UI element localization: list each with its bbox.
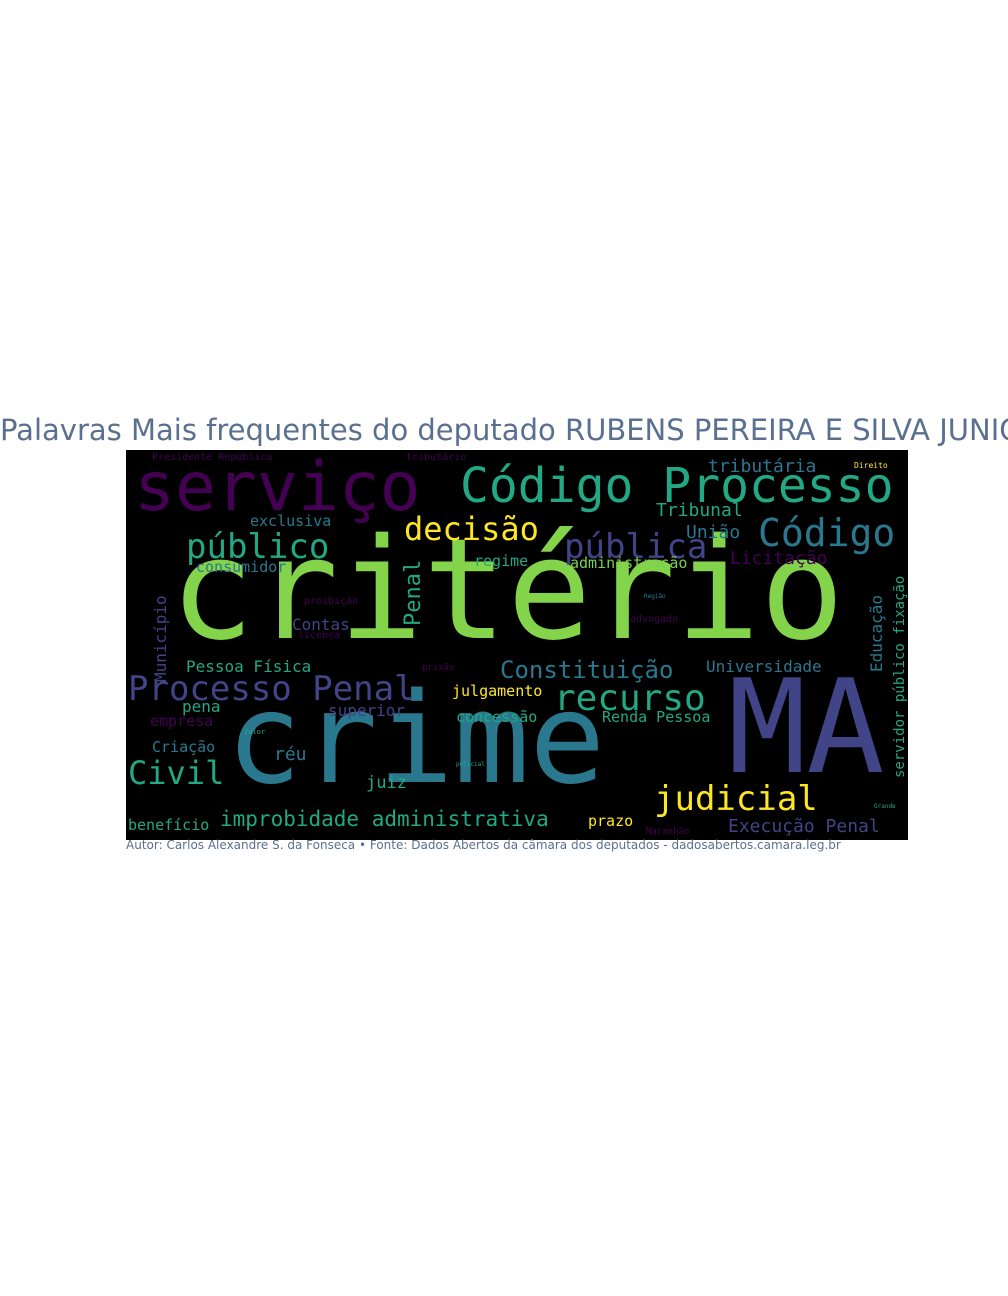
cloud-word: MA <box>728 651 885 803</box>
cloud-word: recurso <box>554 678 706 719</box>
cloud-word: Código Processo <box>460 458 893 514</box>
cloud-word: crime <box>226 665 605 812</box>
cloud-word: Execução Penal <box>728 816 880 837</box>
cloud-word: critério <box>170 509 844 672</box>
cloud-word: prazo <box>588 812 633 830</box>
cloud-word: Penal <box>401 560 426 626</box>
cloud-word: Licitação <box>730 548 828 569</box>
cloud-word: benefício <box>128 816 209 834</box>
cloud-word: Valor <box>244 728 265 736</box>
cloud-word: administração <box>570 554 687 572</box>
cloud-word: Processo Penal <box>128 669 415 709</box>
cloud-word: Maranhão <box>646 827 689 837</box>
word-cloud: critério crime MA serviço Código Processo Pro… <box>126 450 908 840</box>
cloud-word: Município <box>151 595 170 682</box>
cloud-word: tributária <box>708 456 816 477</box>
cloud-word: regime <box>474 552 528 570</box>
cloud-word: juiz <box>366 773 407 793</box>
cloud-word: judicial <box>654 779 818 819</box>
cloud-word: julgamento <box>452 682 542 700</box>
cloud-word: Tribunal <box>656 500 743 521</box>
cloud-word: concessão <box>456 708 537 726</box>
source-caption: Autor: Carlos Alexandre S. da Fonseca • … <box>126 838 841 852</box>
cloud-word: Grande <box>874 803 896 810</box>
cloud-word: Renda Pessoa <box>602 708 710 726</box>
cloud-word: Direito <box>854 461 888 470</box>
cloud-word: Civil <box>128 754 224 792</box>
cloud-word: Região <box>644 593 666 600</box>
cloud-word: serviço <box>134 450 421 527</box>
cloud-word: licença <box>298 630 340 641</box>
cloud-word: público <box>186 527 329 567</box>
cloud-word: superior <box>328 701 405 720</box>
cloud-word: Educação <box>867 595 886 672</box>
cloud-word: advogado <box>630 614 678 625</box>
cloud-word: improbidade administrativa <box>220 807 549 831</box>
cloud-word: Presidente República <box>152 451 272 463</box>
cloud-word: prisão <box>422 663 455 673</box>
cloud-word: Criação <box>152 738 215 756</box>
cloud-word: Universidade <box>706 657 822 676</box>
cloud-word: policial <box>456 761 485 768</box>
cloud-word: Constituição <box>500 656 673 684</box>
cloud-word: Pessoa Física <box>186 657 311 676</box>
cloud-word: consumidor <box>196 558 286 576</box>
cloud-word: decisão <box>404 510 539 548</box>
page-title: Palavras Mais frequentes do deputado RUB… <box>0 413 1008 447</box>
cloud-word: exclusiva <box>250 512 331 530</box>
cloud-word: pena <box>182 697 221 716</box>
cloud-word: servidor público fixação <box>892 576 908 778</box>
cloud-word: proibição <box>304 596 358 607</box>
cloud-word: pública <box>564 527 707 567</box>
cloud-word: empresa <box>150 712 213 730</box>
cloud-word: União <box>686 522 740 543</box>
cloud-word: Código <box>758 511 895 555</box>
cloud-word: tributário <box>406 451 466 463</box>
cloud-word: réu <box>274 744 307 765</box>
cloud-word: Contas <box>292 615 350 634</box>
